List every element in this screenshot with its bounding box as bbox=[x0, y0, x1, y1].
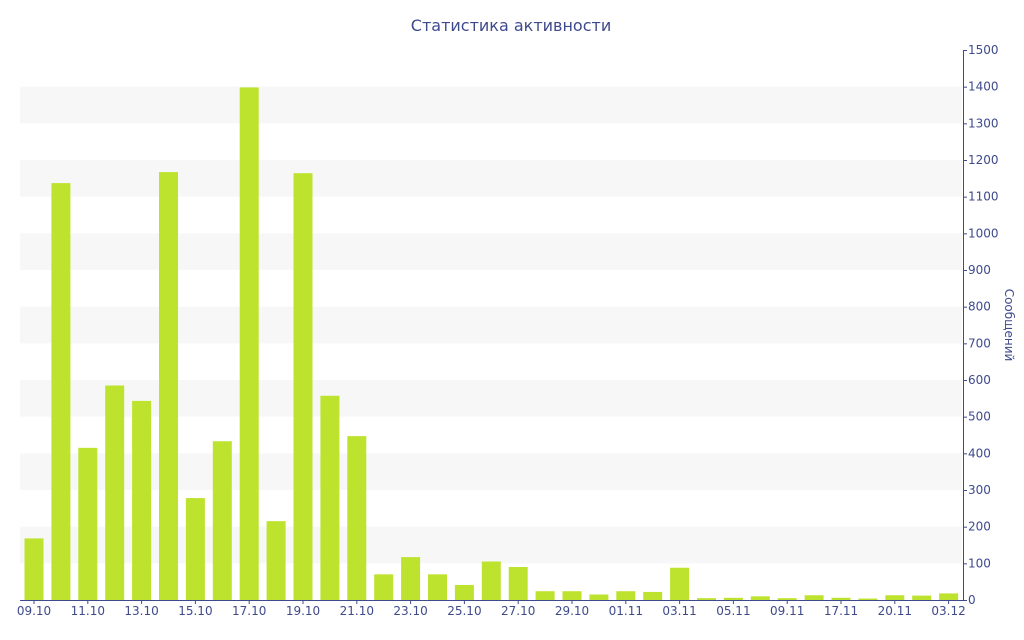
bar-05.11 bbox=[723, 597, 743, 600]
bar-15.10 bbox=[185, 498, 205, 600]
bar-09.10 bbox=[24, 538, 44, 600]
y-tick-label: 1100 bbox=[968, 190, 999, 204]
x-tick-label: 29.10 bbox=[555, 604, 589, 618]
y-tick-label: 1300 bbox=[968, 116, 999, 130]
chart-title: Статистика активности bbox=[411, 16, 611, 35]
bar-03.12 bbox=[939, 593, 959, 600]
bar-31.10 bbox=[589, 594, 609, 600]
x-tick-label: 01.11 bbox=[609, 604, 643, 618]
bar-03.11 bbox=[670, 567, 690, 600]
bar-19.10 bbox=[293, 173, 313, 600]
x-tick-label: 11.10 bbox=[71, 604, 105, 618]
y-tick-label: 500 bbox=[968, 410, 991, 424]
x-tick-label: 13.10 bbox=[124, 604, 158, 618]
bar-26.10 bbox=[481, 561, 501, 600]
y-tick-label: 100 bbox=[968, 556, 991, 570]
x-tick-label: 09.11 bbox=[770, 604, 804, 618]
y-tick-label: 900 bbox=[968, 263, 991, 277]
y-tick-label: 400 bbox=[968, 446, 991, 460]
bar-04.11 bbox=[697, 598, 716, 600]
bar-19.11 bbox=[858, 598, 878, 600]
x-tick-label: 19.10 bbox=[286, 604, 320, 618]
x-tick-label: 03.11 bbox=[662, 604, 696, 618]
bar-24.10 bbox=[428, 574, 447, 600]
bar-27.10 bbox=[508, 567, 528, 600]
x-tick-label: 20.11 bbox=[878, 604, 912, 618]
bars-group bbox=[24, 87, 959, 600]
bar-17.11 bbox=[831, 597, 851, 600]
bar-28.10 bbox=[535, 591, 555, 600]
bar-10.10 bbox=[51, 183, 71, 600]
y-tick-label: 200 bbox=[968, 520, 991, 534]
x-tick-label: 27.10 bbox=[501, 604, 535, 618]
grid-band bbox=[20, 86, 962, 124]
x-tick-label: 03.12 bbox=[931, 604, 965, 618]
bar-01.11 bbox=[616, 591, 636, 600]
bar-13.10 bbox=[132, 400, 152, 600]
y-tick-label: 700 bbox=[968, 336, 991, 350]
y-tick-label: 0 bbox=[968, 593, 976, 607]
bar-16.10 bbox=[212, 441, 232, 600]
y-tick-label: 600 bbox=[968, 373, 991, 387]
bar-12.10 bbox=[105, 385, 125, 600]
y-tick-label: 1000 bbox=[968, 226, 999, 240]
bar-21.10 bbox=[347, 436, 367, 600]
bar-20.11 bbox=[885, 595, 905, 600]
x-tick-label: 21.10 bbox=[340, 604, 374, 618]
bar-09.11 bbox=[777, 598, 797, 600]
y-tick-label: 1200 bbox=[968, 153, 999, 167]
bar-22.10 bbox=[374, 574, 394, 600]
x-tick-label: 17.11 bbox=[824, 604, 858, 618]
bar-07.11 bbox=[750, 596, 770, 600]
bar-14.10 bbox=[159, 172, 178, 600]
x-tick-label: 09.10 bbox=[17, 604, 51, 618]
y-axis-title: Сообщений bbox=[1002, 289, 1016, 362]
bar-17.10 bbox=[239, 87, 259, 600]
y-axis: 0 100 200 300 400 500 600 700 800 900 1000 1100 1200… bbox=[963, 43, 999, 607]
bar-11.11 bbox=[804, 595, 824, 600]
bar-11.10 bbox=[78, 447, 98, 600]
bar-22.11 bbox=[912, 595, 932, 600]
x-tick-label: 15.10 bbox=[178, 604, 212, 618]
bar-25.10 bbox=[454, 584, 474, 600]
bar-02.11 bbox=[643, 591, 663, 600]
x-tick-label: 23.10 bbox=[393, 604, 427, 618]
bar-18.10 bbox=[266, 521, 286, 600]
x-tick-label: 17.10 bbox=[232, 604, 266, 618]
y-tick-label: 1500 bbox=[968, 43, 999, 57]
y-tick-label: 1400 bbox=[968, 80, 999, 94]
x-tick-label: 05.11 bbox=[716, 604, 750, 618]
x-tick-label: 25.10 bbox=[447, 604, 481, 618]
x-axis: 09.10 11.10 13.10 15.10 17.10 19.10 21.10 23.10… bbox=[17, 600, 966, 618]
bar-20.10 bbox=[320, 395, 340, 600]
bar-29.10 bbox=[562, 591, 582, 600]
bar-23.10 bbox=[401, 557, 421, 600]
y-tick-label: 800 bbox=[968, 300, 991, 314]
y-tick-label: 300 bbox=[968, 483, 991, 497]
